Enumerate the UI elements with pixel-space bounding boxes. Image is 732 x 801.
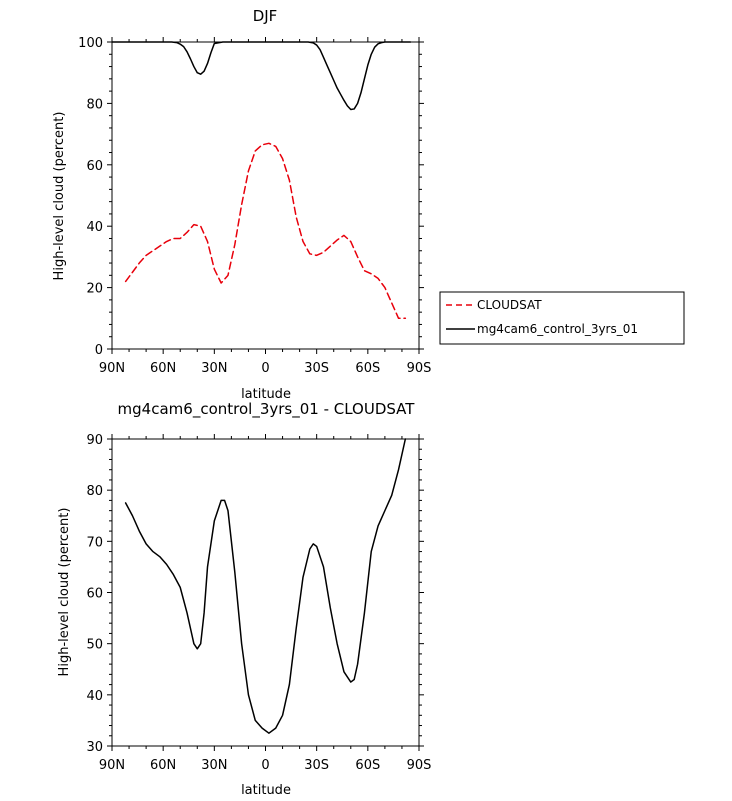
legend-label-model: mg4cam6_control_3yrs_01 [477, 322, 638, 336]
bottom-x-tick-label: 30S [304, 758, 329, 773]
top-chart-panel: DJF 90N 60N 30N 0 30S 60S 90S 0 20 40 60 80 100 lati… [52, 7, 431, 402]
bottom-series-line-0 [124, 438, 407, 734]
bottom-y-tick-label: 80 [86, 484, 103, 499]
legend-label-cloudsat: CLOUDSAT [477, 298, 542, 312]
bottom-y-tick-label: 60 [86, 587, 103, 602]
bottom-x-tick-label: 60N [150, 758, 176, 773]
top-chart-series [111, 41, 412, 320]
bottom-y-tick-label: 30 [86, 740, 103, 755]
top-y-tick-label: 60 [86, 159, 103, 174]
top-y-tick-label: 80 [86, 97, 103, 112]
top-series-line-1 [111, 41, 412, 111]
chart-legend: CLOUDSAT mg4cam6_control_3yrs_01 [439, 291, 685, 345]
top-x-tick-label: 30N [201, 361, 227, 376]
bottom-y-tick-label: 50 [86, 638, 103, 653]
bottom-x-tick-label: 90S [407, 758, 432, 773]
bottom-chart-ticks: 90N 60N 30N 0 30S 60S 90S 30 40 50 60 70 80 90 [86, 433, 431, 773]
top-y-tick-label: 0 [95, 343, 103, 358]
bottom-x-axis-label: latitude [241, 783, 291, 798]
top-x-tick-label: 30S [304, 361, 329, 376]
top-chart-ticks: 90N 60N 30N 0 30S 60S 90S 0 20 40 60 80 100 [78, 36, 431, 376]
bottom-y-axis-label: High-level cloud (percent) [57, 508, 72, 677]
bottom-y-tick-label: 70 [86, 535, 103, 550]
bottom-plot-frame [111, 438, 420, 747]
bottom-x-tick-label: 90N [99, 758, 125, 773]
top-x-tick-label: 90S [407, 361, 432, 376]
bottom-y-tick-label: 90 [86, 433, 103, 448]
top-x-axis-label: latitude [241, 387, 291, 402]
top-y-axis-label: High-level cloud (percent) [52, 112, 67, 281]
legend-box [439, 291, 685, 345]
top-x-tick-label: 0 [261, 361, 269, 376]
bottom-y-tick-label: 40 [86, 689, 103, 704]
bottom-x-tick-label: 30N [201, 758, 227, 773]
bottom-x-tick-label: 0 [261, 758, 269, 773]
bottom-chart-series [124, 438, 407, 734]
top-y-tick-label: 20 [86, 282, 103, 297]
top-y-tick-label: 100 [78, 36, 103, 51]
top-x-tick-label: 60N [150, 361, 176, 376]
bottom-chart-panel: mg4cam6_control_3yrs_01 - CLOUDSAT 90N 60… [57, 400, 431, 798]
bottom-x-tick-label: 60S [355, 758, 380, 773]
bottom-chart-title: mg4cam6_control_3yrs_01 - CLOUDSAT [118, 400, 416, 419]
top-plot-frame [111, 41, 420, 350]
top-chart-title: DJF [253, 7, 278, 25]
top-y-tick-label: 40 [86, 220, 103, 235]
top-x-tick-label: 90N [99, 361, 125, 376]
top-series-line-0 [124, 142, 407, 320]
top-x-tick-label: 60S [355, 361, 380, 376]
